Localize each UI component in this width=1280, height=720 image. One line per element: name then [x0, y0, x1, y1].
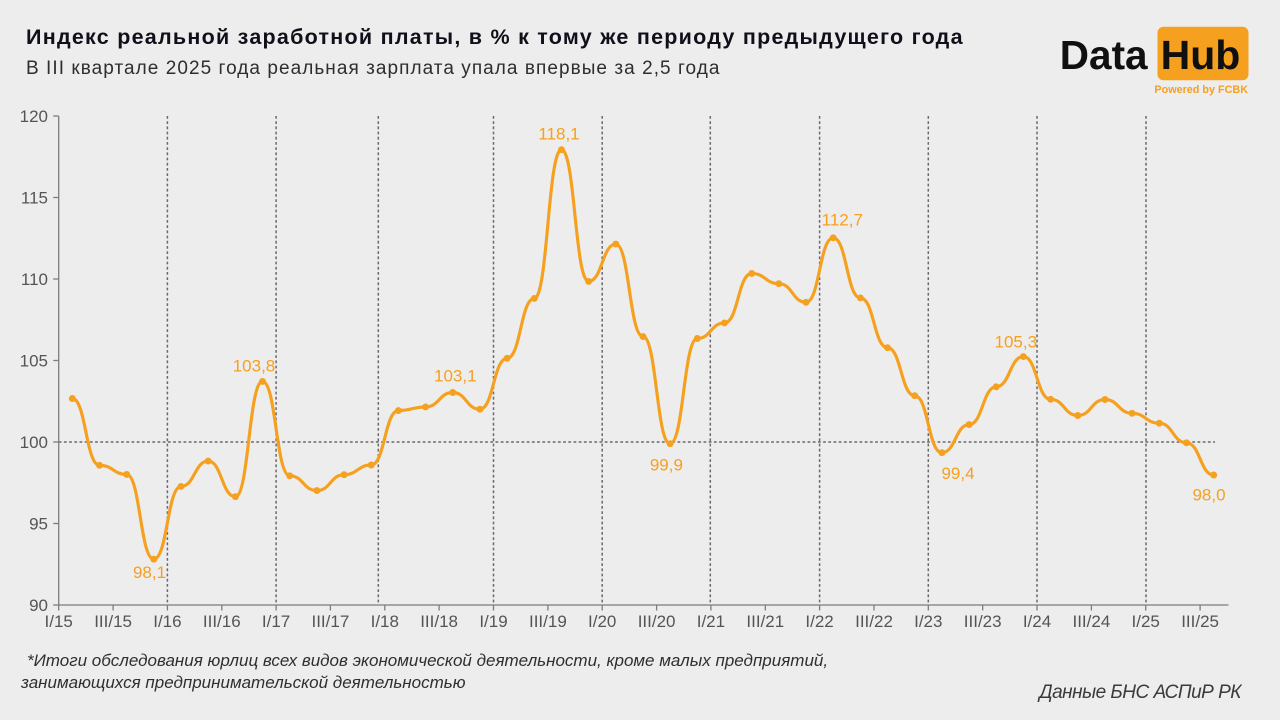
- svg-text:115: 115: [21, 189, 48, 208]
- svg-text:III/16: III/16: [203, 612, 241, 631]
- svg-text:III/22: III/22: [855, 612, 893, 631]
- svg-text:I/21: I/21: [697, 612, 725, 631]
- svg-text:103,1: 103,1: [434, 367, 477, 386]
- svg-text:100: 100: [20, 433, 48, 452]
- svg-text:III/19: III/19: [529, 612, 567, 631]
- svg-text:90: 90: [29, 596, 48, 615]
- svg-text:105,3: 105,3: [995, 333, 1038, 352]
- svg-text:99,9: 99,9: [650, 456, 683, 475]
- svg-text:III/25: III/25: [1181, 612, 1219, 631]
- svg-text:98,0: 98,0: [1192, 486, 1225, 505]
- svg-text:118,1: 118,1: [538, 124, 579, 143]
- svg-text:Powered by FCBK: Powered by FCBK: [1154, 84, 1248, 96]
- svg-text:Индекс реальной заработной пла: Индекс реальной заработной платы, в % к …: [26, 25, 964, 49]
- svg-text:III/17: III/17: [311, 612, 349, 631]
- svg-text:*Итоги обследования юрлиц всех: *Итоги обследования юрлиц всех видов эко…: [27, 651, 828, 670]
- svg-text:I/25: I/25: [1132, 612, 1160, 631]
- svg-text:I/15: I/15: [45, 612, 73, 631]
- svg-text:III/21: III/21: [746, 612, 784, 631]
- svg-text:занимающихся предпринимательск: занимающихся предпринимательской деятель…: [20, 673, 466, 692]
- svg-text:105: 105: [20, 352, 48, 371]
- svg-text:110: 110: [21, 270, 48, 289]
- svg-text:I/23: I/23: [914, 612, 942, 631]
- svg-text:I/20: I/20: [588, 612, 616, 631]
- svg-text:Данные БНС АСПиР РК: Данные БНС АСПиР РК: [1037, 682, 1243, 703]
- svg-text:Data: Data: [1060, 32, 1148, 78]
- svg-text:В III квартале 2025 года реаль: В III квартале 2025 года реальная зарпла…: [26, 58, 720, 79]
- svg-text:Hub: Hub: [1161, 32, 1241, 78]
- svg-text:99,4: 99,4: [941, 464, 974, 483]
- svg-text:I/22: I/22: [805, 612, 833, 631]
- svg-text:III/23: III/23: [964, 612, 1002, 631]
- svg-text:I/19: I/19: [479, 612, 507, 631]
- svg-text:112,7: 112,7: [822, 211, 863, 230]
- svg-text:I/16: I/16: [153, 612, 181, 631]
- svg-text:103,8: 103,8: [233, 357, 276, 376]
- svg-text:I/17: I/17: [262, 612, 290, 631]
- svg-text:I/24: I/24: [1023, 612, 1051, 631]
- svg-text:98,1: 98,1: [133, 563, 166, 582]
- svg-text:95: 95: [29, 515, 48, 534]
- svg-text:III/15: III/15: [94, 612, 132, 631]
- svg-text:III/20: III/20: [638, 612, 676, 631]
- svg-text:I/18: I/18: [371, 612, 399, 631]
- svg-text:III/18: III/18: [420, 612, 458, 631]
- svg-text:120: 120: [20, 107, 48, 126]
- svg-text:III/24: III/24: [1072, 612, 1110, 631]
